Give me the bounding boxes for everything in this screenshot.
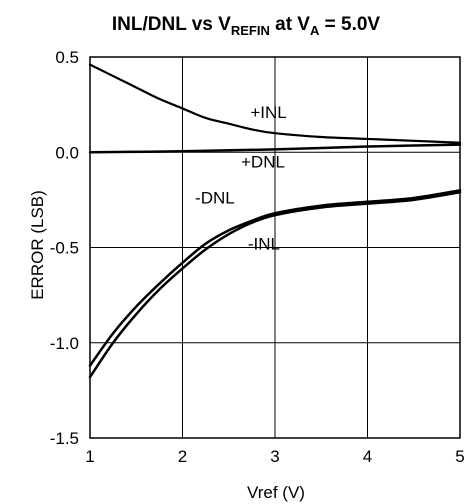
x-tick-label: 2 — [178, 447, 187, 466]
annotation-posneg-inl: +INL — [250, 103, 286, 122]
series-line-neg-dnl — [88, 189, 462, 367]
x-axis-label: Vref (V) — [247, 483, 305, 502]
y-tick-label: -1.0 — [50, 334, 79, 353]
y-tick-label: 0.5 — [55, 48, 79, 67]
series-line-neg-inl — [88, 191, 462, 379]
tick-labels: 1 2 3 4 5 0.5 0.0 -0.5 -1.0 -1.5 — [50, 48, 465, 466]
y-tick-label: -1.5 — [50, 429, 79, 448]
annotation-posneg-dnl: +DNL — [241, 152, 285, 171]
y-tick-label: -0.5 — [50, 239, 79, 258]
series-line-posneg-inl — [88, 63, 462, 144]
y-tick-label: 0.0 — [55, 143, 79, 162]
x-tick-label: 1 — [85, 447, 94, 466]
x-tick-label: 4 — [363, 447, 372, 466]
x-tick-label: 3 — [270, 447, 279, 466]
y-axis-label: ERROR (LSB) — [28, 190, 47, 300]
plot-frame — [89, 56, 461, 439]
chart-title: INL/DNL vs VREFIN at VA = 5.0V — [112, 14, 381, 38]
series-line-posneg-dnl — [88, 143, 462, 154]
series-group — [88, 63, 462, 379]
annotation-neg-dnl: -DNL — [195, 189, 235, 208]
annotations: +INL +DNL -DNL -INL — [195, 103, 287, 253]
annotation-neg-inl: -INL — [248, 234, 280, 253]
x-tick-label: 5 — [455, 447, 464, 466]
